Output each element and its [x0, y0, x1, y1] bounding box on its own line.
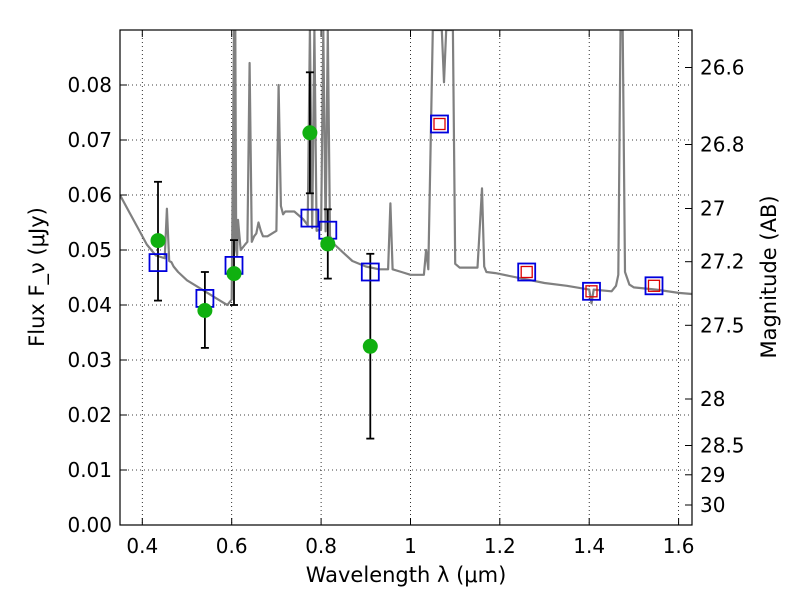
plot-frame [119, 29, 693, 526]
model-photometry-point [582, 281, 601, 301]
magnitude-tick-label: 27.2 [700, 250, 745, 274]
spectrum-layer [120, 30, 692, 307]
y-tick-label: 0.04 [67, 293, 112, 317]
model-spectrum-line [120, 30, 692, 307]
x-tick-label: 0.4 [126, 534, 158, 558]
errorbar-layer [154, 71, 375, 440]
magnitude-tick-label: 29 [700, 463, 725, 487]
y-tick-label: 0.05 [67, 238, 112, 262]
model-photometry-point [430, 114, 449, 134]
y-tick-label: 0.08 [67, 73, 112, 97]
x-tick-label: 1.6 [663, 534, 695, 558]
x-tick-label: 0.6 [216, 534, 248, 558]
y-tick-label: 0.03 [67, 348, 112, 372]
y-tick-label: 0.01 [67, 458, 112, 482]
observed-photometry-point [320, 236, 336, 252]
x-axis-title: Wavelength λ (μm) [306, 563, 507, 587]
observed-photometry-point [150, 233, 166, 249]
x-tick-label: 1.2 [484, 534, 516, 558]
model-photometry-point [360, 262, 380, 282]
grid [120, 30, 692, 526]
y-tick-label: 0.06 [67, 183, 112, 207]
model-photometry-point [300, 208, 320, 228]
x-tick-label: 1 [404, 534, 417, 558]
magnitude-tick-label: 28 [700, 387, 725, 411]
marker-layer [148, 114, 664, 354]
magnitude-axis-title: Magnitude (AB) [757, 195, 781, 358]
observed-photometry-point [197, 303, 213, 318]
y-tick-label: 0.07 [67, 128, 112, 152]
model-photometry-point [148, 253, 168, 273]
nir-measurement-point [520, 265, 533, 279]
magnitude-tick-label: 28.5 [700, 434, 745, 458]
x-tick-label: 1.4 [573, 534, 605, 558]
magnitude-tick-label: 26.8 [700, 133, 745, 157]
observed-photometry-point [362, 338, 378, 354]
x-axis-ticks: 0.4 0.6 0.8 1 1.2 1.4 1.6 [126, 30, 695, 558]
observed-photometry-point [226, 266, 242, 282]
x-tick-label: 0.8 [305, 534, 337, 558]
model-photometry-point [517, 262, 537, 282]
observed-photometry-point [302, 125, 318, 141]
nir-measurement-point [647, 279, 661, 292]
y-tick-label: 0.02 [67, 403, 112, 427]
y-tick-label: 0.00 [67, 513, 112, 537]
magnitude-tick-label: 26.6 [700, 56, 745, 80]
y-axis-title: Flux F_ν (μJy) [25, 207, 50, 347]
magnitude-axis-ticks: 26.6 26.8 27 27.2 27.5 28 28.5 29 30 [685, 56, 745, 517]
magnitude-tick-label: 27 [700, 197, 725, 221]
magnitude-tick-label: 27.5 [700, 313, 745, 337]
y-axis-ticks: 0.00 0.01 0.02 0.03 0.04 0.05 0.06 0.07 0.08 [67, 73, 127, 537]
nir-measurement-point [585, 285, 598, 298]
nir-measurement-point [433, 117, 446, 131]
magnitude-tick-label: 30 [700, 493, 725, 517]
model-photometry-point [644, 276, 664, 296]
